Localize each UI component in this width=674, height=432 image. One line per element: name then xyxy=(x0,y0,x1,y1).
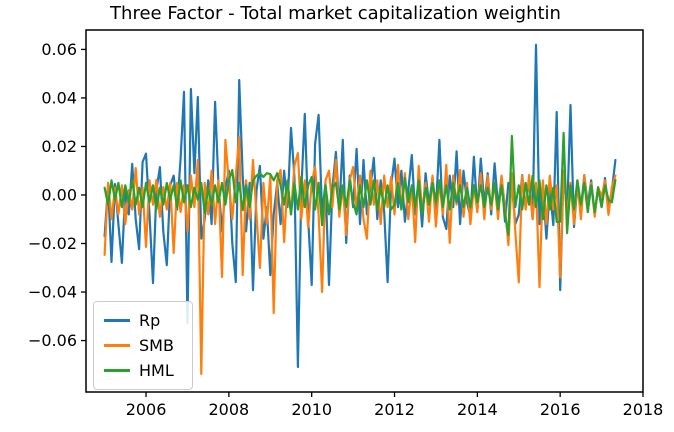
legend: Rp SMB HML xyxy=(93,301,193,390)
smb-line-swatch xyxy=(104,343,130,348)
legend-item-hml: HML xyxy=(104,358,182,383)
legend-item-smb: SMB xyxy=(104,333,182,358)
hml-line-swatch xyxy=(104,368,130,373)
legend-item-rp: Rp xyxy=(104,308,182,333)
legend-label-rp: Rp xyxy=(139,310,161,330)
x-tick-label: 2018 xyxy=(623,400,664,419)
x-tick-label: 2008 xyxy=(209,400,250,419)
x-tick-label: 2016 xyxy=(540,400,581,419)
legend-label-smb: SMB xyxy=(139,335,174,355)
series-lines xyxy=(103,43,617,376)
plot-frame xyxy=(85,29,644,393)
x-tick-label: 2014 xyxy=(457,400,498,419)
y-tick-label: 0.02 xyxy=(41,137,77,156)
x-tick-label: 2006 xyxy=(126,400,167,419)
legend-label-hml: HML xyxy=(139,360,174,380)
x-tick-label: 2012 xyxy=(374,400,415,419)
y-tick-label: 0.00 xyxy=(41,185,77,204)
y-tick-label: 0.04 xyxy=(41,88,77,107)
y-tick-label: −0.06 xyxy=(28,331,77,350)
y-tick-label: −0.02 xyxy=(28,234,77,253)
y-axis: 0.06 0.04 0.02 0.00 −0.02 −0.04 −0.06 xyxy=(28,40,86,350)
rp-line-swatch xyxy=(104,318,130,323)
y-tick-label: −0.04 xyxy=(28,283,77,302)
x-tick-label: 2010 xyxy=(291,400,332,419)
series-line-hml xyxy=(103,131,617,237)
y-tick-label: 0.06 xyxy=(41,40,77,59)
chart-title: Three Factor - Total market capitalizati… xyxy=(110,3,561,24)
x-axis: 2006 2008 2010 2012 2014 2016 2018 xyxy=(126,392,664,419)
